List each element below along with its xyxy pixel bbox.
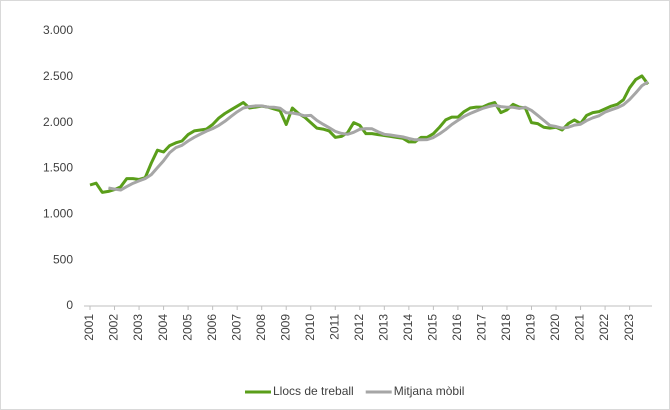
x-tick-label: 2008 [254,314,268,341]
legend-label: Mitjana mòbil [394,384,465,398]
y-tick-label: 1.000 [43,207,73,221]
x-tick-label: 2017 [475,314,489,341]
x-tick-label: 2020 [548,314,562,341]
x-tick-label: 2015 [426,314,440,341]
x-tick-label: 2011 [327,314,341,340]
series-line [108,80,649,192]
x-tick-label: 2019 [524,314,538,341]
y-tick-label: 2.000 [43,115,73,129]
x-tick-label: 2005 [180,314,194,341]
x-tick-label: 2013 [377,314,391,341]
x-tick-label: 2022 [597,314,611,341]
x-tick-label: 2003 [131,314,145,341]
x-tick-label: 2010 [303,314,317,341]
x-tick-label: 2023 [622,314,636,341]
x-tick-label: 2014 [401,314,415,341]
y-tick-label: 3.000 [43,23,73,37]
x-tick-label: 2018 [499,314,513,341]
x-tick-label: 2006 [205,314,219,341]
x-tick-label: 2007 [229,314,243,341]
y-tick-label: 500 [53,252,73,266]
y-tick-label: 2.500 [43,69,73,83]
x-tick-label: 2004 [156,314,170,341]
x-tick-label: 2021 [573,314,587,341]
x-tick-label: 2009 [278,314,292,341]
x-tick-label: 2002 [107,314,121,341]
y-tick-label: 0 [66,298,73,312]
x-tick-label: 2016 [450,314,464,341]
x-tick-label: 2001 [82,314,96,341]
x-tick-label: 2012 [352,314,366,341]
legend-label: Llocs de treball [273,384,354,398]
y-tick-label: 1.500 [43,161,73,175]
